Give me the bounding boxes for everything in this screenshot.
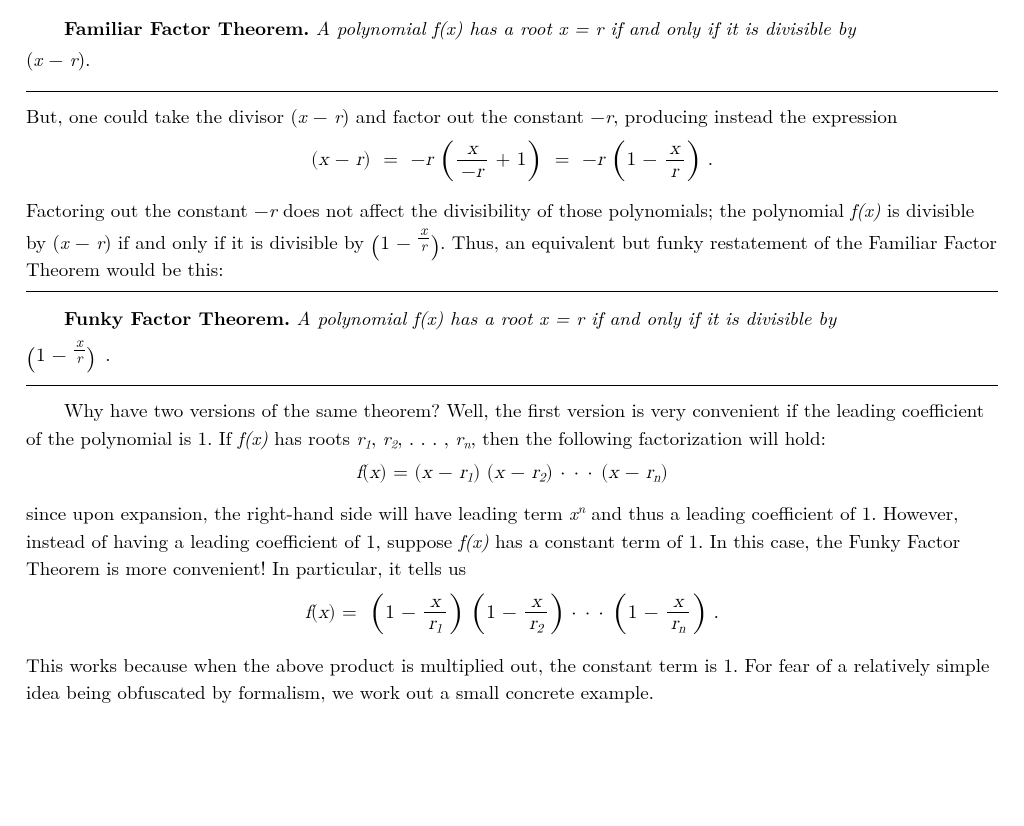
p4-fx: f(x) [459,527,489,554]
p2-fx: f(x) [850,196,880,223]
eq3-content: f(x) = (1 − xr1) (1 − xr2) · · · (1 − xr… [305,603,719,622]
eq2-s1: 1 [467,471,473,484]
page-root: Familiar Factor Theorem. A polynomial f(… [0,0,1024,727]
eq1-den1: −r [457,161,487,182]
p1a: But, one could take the divisor [26,102,290,129]
eq3-period: . [714,603,719,622]
rule-3 [26,385,998,386]
familiar-theorem-title: Familiar Factor Theorem. [64,13,309,41]
p2b: does not affect the divisibility of thos… [277,196,851,223]
eq1-period: . [708,150,713,169]
funky-expr-den: r [76,347,82,368]
funky-stmt-pre: A polynomial [296,304,413,331]
eq2-content: f(x) = (x − r1) (x − r2) · · · (x − rn) [356,463,668,482]
funky-stmt-post: if and only if it is divisible by [584,304,836,331]
eq3-s1: 1 [436,623,442,636]
funky-divisor-line: (1 − xr) . [26,335,998,367]
para-closing: This works because when the above produc… [26,651,998,706]
familiar-stmt-mid: has a root [463,14,559,41]
eq3-num3: x [673,592,683,611]
funky-fx: f(x) [413,304,443,331]
eq1-num1: x [467,139,477,158]
equation-funky-factorization: f(x) = (1 − xr1) (1 − xr2) · · · (1 − xr… [26,592,998,637]
eq2-dots: · · · [553,463,601,482]
eq3-sn: n [678,623,685,636]
eq3-s2: 2 [537,623,543,636]
rule-1 [26,91,998,92]
p1-const: −r [590,102,613,129]
funky-divisor-expr: (1 − xr) . [26,340,111,367]
p4-xn-base: x [569,499,578,526]
para-factor-out: But, one could take the divisor (x − r) … [26,102,998,129]
eq2-sn: n [653,471,660,484]
p3-roots: r1, r2, . . . , rn [356,424,470,451]
eq1-content: (x − r) = −r (x−r + 1) = −r (1 − xr) . [311,150,713,169]
familiar-stmt-post: if and only if it is divisible by [603,14,855,41]
p2-expr-den: r [421,235,427,256]
familiar-fx: f(x) [432,14,462,41]
familiar-divisor: (x − r). [26,45,90,72]
familiar-stmt-pre: A polynomial [316,14,433,41]
p4a: since upon expansion, the right-hand sid… [26,499,569,526]
eq1-plus1: + 1 [489,150,526,169]
familiar-root-eq: x = r [558,14,603,41]
familiar-theorem-block: Familiar Factor Theorem. A polynomial f(… [26,12,998,87]
funky-theorem-title: Funky Factor Theorem. [64,303,290,331]
p3c: , then the following factorization will … [471,424,826,451]
p3b: has roots [268,424,356,451]
funky-period: . [105,340,110,367]
eq2-s2: 2 [539,471,545,484]
eq3-den2: r [529,614,536,633]
p1c: , producing instead the expression [613,102,897,129]
p1b: and factor out the constant [349,102,590,129]
eq3-den1: r [428,614,435,633]
p2-negr: −r [254,196,277,223]
familiar-theorem-statement: Familiar Factor Theorem. A polynomial f(… [26,14,998,41]
eq3-dots: · · · [571,603,612,622]
eq3-num1: x [430,592,440,611]
familiar-divisor-line: (x − r). [26,45,998,72]
p2-xr: (x − r) [52,228,111,255]
p2-paren-expr: (1 − xr). [370,228,445,255]
funky-theorem-block: Funky Factor Theorem. A polynomial f(x) … [26,302,998,381]
para-two-versions: Why have two versions of the same theore… [26,396,998,453]
funky-root-eq: x = r [539,304,584,331]
p3-fx: f(x) [238,424,268,451]
eq1-den2: r [671,162,678,181]
para-constant-term: since upon expansion, the right-hand sid… [26,499,998,581]
eq3-num2: x [531,592,541,611]
p4-xn: xn [569,499,585,526]
para-divisibility: Factoring out the constant −r does not a… [26,196,998,283]
eq1-num2: x [670,139,680,158]
p2a: Factoring out the constant [26,196,254,223]
equation-factor-out: (x − r) = −r (x−r + 1) = −r (1 − xr) . [26,139,998,182]
rule-2 [26,291,998,292]
p2d: if and only if it is divisible by [112,228,371,255]
funky-stmt-mid: has a root [443,304,539,331]
p1-divisor: (x − r) [290,102,349,129]
equation-familiar-factorization: f(x) = (x − r1) (x − r2) · · · (x − rn) [26,463,998,486]
eq1-oneminus: 1 − [627,150,664,169]
funky-theorem-statement: Funky Factor Theorem. A polynomial f(x) … [26,304,998,331]
